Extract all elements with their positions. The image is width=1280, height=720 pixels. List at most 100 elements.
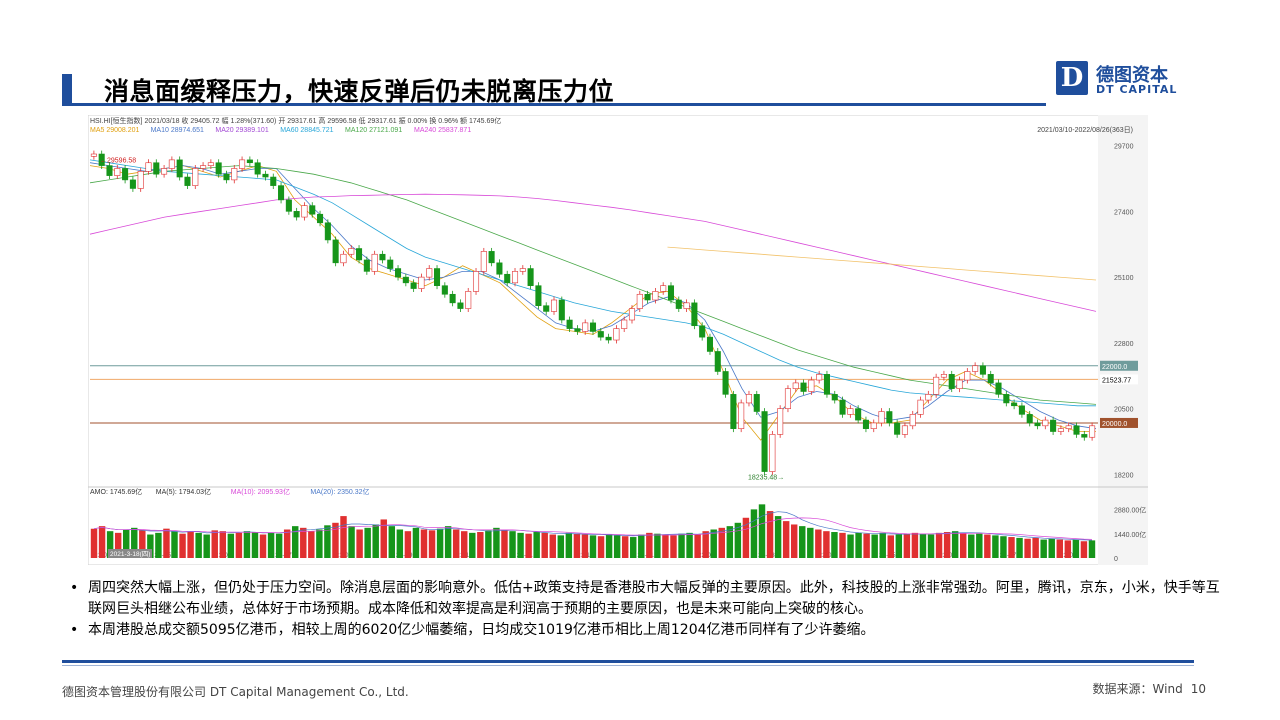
volume-bar [670,535,677,558]
candle-body [745,394,752,404]
candle-body [652,291,659,301]
candle-body [496,262,503,275]
candle-body [278,185,285,201]
candle-body [246,159,253,164]
candle-body [1018,405,1025,415]
candle-body [995,382,1002,395]
volume-bar [605,534,613,558]
volume-bar [324,525,331,558]
candle-body [1089,425,1096,438]
candle-body [753,394,760,412]
date-badge-label: 2021-3-18(四) [110,550,150,558]
candle-body [667,285,675,301]
candle-body [769,434,776,472]
volume-bar [662,534,669,558]
volume-bar [686,532,693,558]
volume-bar [485,530,492,558]
candle-body [434,268,441,286]
candle-body [792,382,799,389]
bullet-item: • 本周港股总成交额5095亿港币，相较上周的6020亿少幅萎缩，日均成交101… [68,620,1228,641]
candle-body [1034,422,1041,427]
volume-bar [823,531,830,558]
volume-bar [774,516,782,558]
candle-body [800,382,807,392]
volume-bar [1032,537,1039,558]
candle-body [1026,414,1033,424]
volume-bar [227,533,235,558]
candle-body [480,251,487,272]
volume-bar [308,531,315,558]
candle-body [184,176,191,186]
volume-bar [187,532,194,558]
candle-body [1050,419,1057,432]
volume-bar [799,526,806,558]
volume-bar [726,526,734,558]
x-tick-label: 22-05 [879,552,896,559]
volume-bar [807,527,814,558]
x-tick-label: 22-07 [1000,552,1017,559]
candle-body [543,305,550,312]
volume-bar [702,531,709,558]
volume-bar [469,532,476,558]
volume-bar [742,517,750,558]
candle-body [1011,402,1018,407]
volume-bar [340,516,347,558]
volume-bar [509,531,516,558]
volume-bar [879,532,886,558]
price-tick-label: 18200 [1114,472,1134,479]
volume-bar [211,530,218,558]
volume-bar [992,535,999,558]
x-tick-label: 21-09 [396,552,413,559]
volume-bar [646,532,653,558]
bullet-text: 周四突然大幅上涨，但仍处于压力空间。除消息层面的影响意外。低估+政策支持是香港股… [88,580,1220,617]
volume-bar [895,534,903,558]
candle-body [777,408,784,435]
date-range-label: 2021/03/10-2022/08/26(363日) [1037,126,1133,134]
candle-body [324,222,331,241]
candle-body [1057,428,1064,432]
volume-bar [589,535,597,558]
date-badge [108,549,152,558]
candle-body [254,162,261,175]
x-tick-label: 21-05 [154,552,171,559]
volume-bar [380,519,387,558]
candle-body [730,394,737,429]
volume-bar [235,532,243,558]
volume-bar [1056,539,1064,558]
candle-body [309,205,316,215]
volume-tick-label: 2880.00亿 [1114,506,1146,515]
volume-bar [935,532,943,558]
candle-body [855,408,862,421]
candle-body [371,253,378,272]
volume-legend-label: AMO: 1745.69亿 [90,487,142,496]
price-level-label: 21523.77 [1102,377,1131,384]
candle-body [262,173,269,178]
ma-legend-label: MA5 29008.201 [90,127,140,134]
volume-bar [573,533,581,558]
x-tick-label: 21-07 [275,552,292,559]
candle-body [215,162,222,175]
candle-body [145,162,152,172]
x-tick-label: 22-03 [758,552,775,559]
volume-bar [428,530,436,558]
candle-body [504,273,511,284]
volume-bar [871,534,878,558]
candle-body [285,199,292,212]
candle-body [122,168,129,181]
volume-bar [195,532,202,558]
volume-bar [283,529,291,558]
candle-body [114,168,121,176]
candle-body [901,425,908,435]
volume-bar [147,534,154,558]
volume-bar [396,529,404,558]
candle-body [511,271,519,284]
volume-bar [919,533,927,558]
moving-average-line [667,246,1097,281]
candle-body [558,299,565,321]
volume-bar [815,529,822,558]
commentary: • 周四突然大幅上涨，但仍处于压力空间。除消息层面的影响意外。低估+政策支持是香… [68,578,1228,641]
volume-bar [1080,541,1088,558]
volume-bar [1024,538,1031,558]
volume-bar [332,522,339,558]
candle-body [395,268,402,278]
